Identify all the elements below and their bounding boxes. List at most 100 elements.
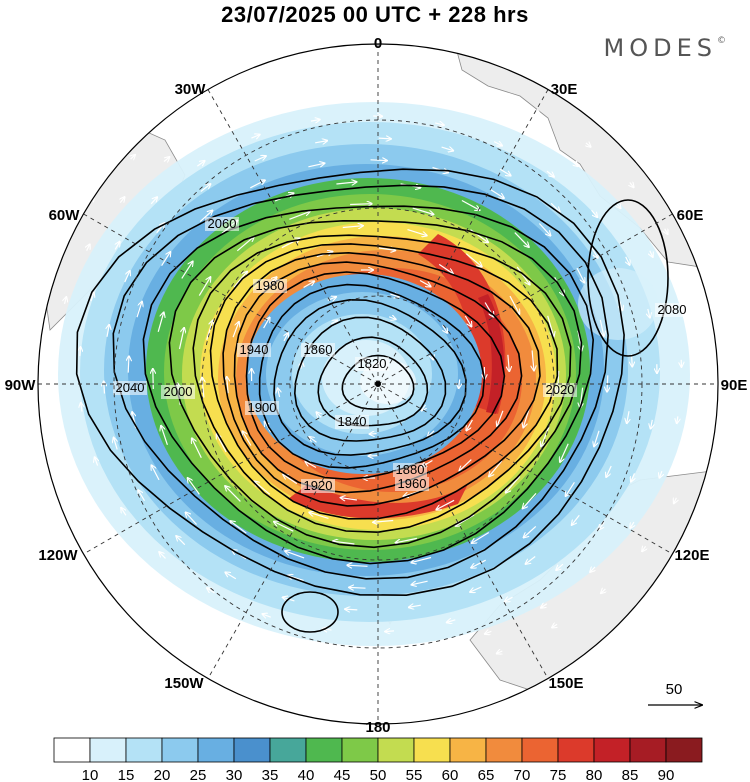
wind-vector-arrow (674, 498, 677, 504)
wind-vector-arrow (462, 107, 469, 109)
wind-vector-arrow (237, 628, 245, 631)
lon-label-150w: 150W (164, 675, 204, 692)
wind-vector-arrow (115, 241, 120, 250)
wind-vector-arrow (642, 546, 646, 551)
wind-vector-arrow (336, 182, 356, 184)
colorbar-swatch (557, 737, 595, 763)
wind-vector-arrow (470, 586, 482, 592)
contour-label: 2080 (658, 302, 687, 317)
contour-label-bg (301, 343, 335, 357)
wind-vector-arrow (407, 229, 428, 236)
wind-vector-arrow (493, 142, 502, 146)
wind-vector-arrow (601, 589, 606, 594)
wind-vector-arrow (178, 328, 185, 350)
wind-vector-arrow (315, 141, 327, 143)
colorbar-label: 65 (478, 767, 495, 782)
wind-vector-arrow (390, 294, 399, 297)
wind-vector-arrow (703, 334, 704, 340)
wind-vector-arrow (459, 459, 472, 472)
colorbar-label: 15 (118, 767, 135, 782)
wind-vector-arrow (489, 460, 503, 477)
wind-vector-arrow (151, 465, 160, 481)
wind-vector-arrow (254, 156, 267, 162)
wind-vector-arrow (278, 388, 280, 398)
wind-vector-arrow (179, 120, 184, 124)
wind-vector-arrow (176, 536, 186, 546)
wind-vector-arrow (412, 207, 434, 214)
wind-vector-arrow (349, 587, 366, 588)
lon-label-30e: 30E (551, 81, 578, 98)
wind-vector-arrow (316, 412, 321, 417)
wind-vector-arrow (284, 333, 288, 342)
wind-vector-arrow (55, 353, 56, 360)
colorbar-label: 10 (82, 767, 99, 782)
wind-vector-arrow (114, 437, 118, 450)
colorbar-label: 55 (406, 767, 423, 782)
colorbar-swatch (629, 737, 667, 763)
contour-label-bg (253, 279, 287, 293)
wind-vector-arrow (198, 277, 210, 296)
brand-name: MODES (603, 34, 717, 62)
wind-vector-arrow (120, 197, 125, 203)
wind-vector-arrow (409, 605, 421, 607)
contour-label: 2020 (546, 382, 575, 397)
wind-vector-arrow (523, 408, 530, 428)
wind-vector-arrow (138, 490, 146, 502)
contour-label: 1960 (398, 476, 427, 491)
wind-vector-arrow (677, 416, 678, 423)
height-contour-line (168, 219, 583, 549)
wind-vector-arrow (379, 248, 396, 250)
contour-label-bg (205, 217, 239, 231)
wind-vector-arrow (199, 210, 212, 223)
colorbar-label: 80 (586, 767, 603, 782)
colorbar-label: 50 (370, 767, 387, 782)
wind-vector-arrow (461, 199, 480, 211)
wind-vector-arrow (546, 170, 554, 177)
colorbar-label: 35 (262, 767, 279, 782)
contour-label: 1940 (240, 342, 269, 357)
wind-vector-arrow (163, 157, 170, 162)
colorbar-swatch (377, 737, 415, 763)
wind-vector-arrow (489, 188, 504, 198)
wind-vector-arrow (523, 525, 537, 537)
wind-vector-arrow (441, 147, 454, 151)
wind-vector-arrow (283, 474, 298, 485)
longitude-labels: 0 30E 60E 90E 120E 150E 180 150W 120W 90… (5, 35, 748, 736)
wind-vector-arrow (305, 461, 317, 469)
wind-vector-arrow (57, 409, 58, 417)
wind-vector-arrow (591, 209, 598, 217)
wind-vector-arrow (411, 556, 432, 563)
wind-vector-arrow (98, 516, 102, 523)
wind-reference-label: 50 (666, 681, 683, 698)
wind-vector-arrow (234, 94, 240, 97)
wind-vector-arrow (436, 499, 455, 510)
wind-vector-arrow (509, 295, 520, 314)
colorbar-swatch (413, 737, 451, 763)
wind-vector-arrow (309, 437, 317, 443)
lon-label-30w: 30W (175, 81, 207, 98)
wind-vector-arrow (485, 631, 492, 634)
wind-vector-arrow (471, 559, 486, 568)
colorbar-label: 30 (226, 767, 243, 782)
contour-label: 1820 (358, 356, 387, 371)
height-contour-line (273, 298, 467, 456)
colorbar-label: 25 (190, 767, 207, 782)
wind-vector-arrow (121, 508, 127, 516)
wind-vector-arrow (417, 75, 423, 76)
colorbar-swatch (89, 737, 127, 763)
wind-vector-arrow (196, 634, 202, 637)
lon-label-90e: 90E (721, 377, 748, 394)
wind-vector-arrow (333, 541, 355, 544)
wind-vector-arrow (499, 168, 511, 176)
wind-vector-arrow (400, 95, 407, 96)
contour-label: 2040 (116, 380, 145, 395)
wind-vector-arrow (233, 271, 247, 288)
colorbar-swatch (197, 737, 235, 763)
wind-vector-arrow (464, 315, 471, 327)
lon-label-60w: 60W (49, 207, 81, 224)
contour-label: 2060 (208, 216, 237, 231)
wind-vector-arrow (594, 430, 600, 447)
wind-vector-arrow (336, 95, 344, 96)
colorbar-swatch (521, 737, 559, 763)
wind-vector-arrow (421, 404, 425, 411)
